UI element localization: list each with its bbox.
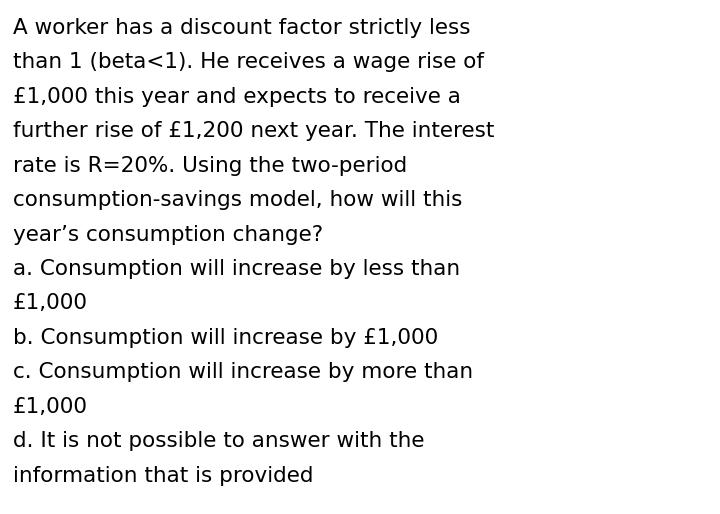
Text: c. Consumption will increase by more than: c. Consumption will increase by more tha… — [13, 362, 473, 382]
Text: a. Consumption will increase by less than: a. Consumption will increase by less tha… — [13, 259, 460, 279]
Text: than 1 (beta<1). He receives a wage rise of: than 1 (beta<1). He receives a wage rise… — [13, 52, 484, 72]
Text: d. It is not possible to answer with the: d. It is not possible to answer with the — [13, 431, 425, 451]
Text: consumption-savings model, how will this: consumption-savings model, how will this — [13, 190, 462, 210]
Text: information that is provided: information that is provided — [13, 466, 313, 486]
Text: £1,000: £1,000 — [13, 293, 88, 314]
Text: rate is R=20%. Using the two-period: rate is R=20%. Using the two-period — [13, 156, 408, 176]
Text: £1,000 this year and expects to receive a: £1,000 this year and expects to receive … — [13, 87, 461, 107]
Text: £1,000: £1,000 — [13, 397, 88, 417]
Text: year’s consumption change?: year’s consumption change? — [13, 225, 323, 245]
Text: A worker has a discount factor strictly less: A worker has a discount factor strictly … — [13, 18, 470, 38]
Text: b. Consumption will increase by £1,000: b. Consumption will increase by £1,000 — [13, 328, 438, 348]
Text: further rise of £1,200 next year. The interest: further rise of £1,200 next year. The in… — [13, 121, 495, 141]
